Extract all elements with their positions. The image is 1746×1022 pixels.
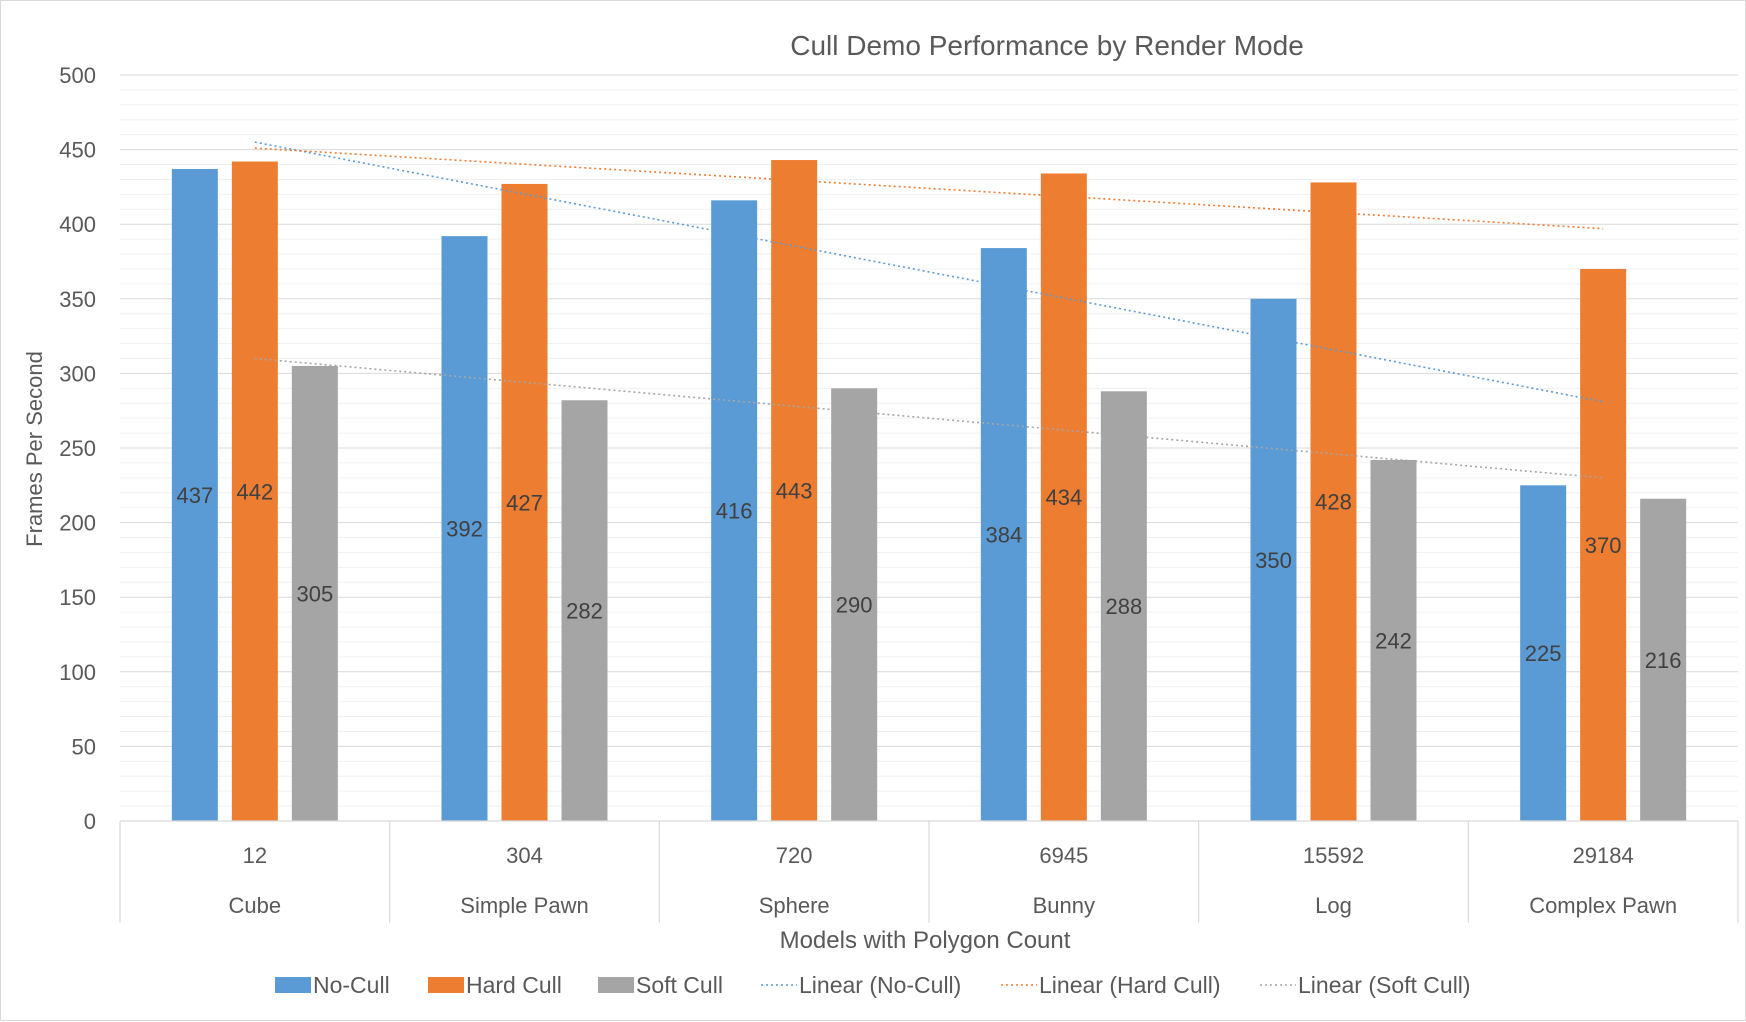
- bar-data-label: 442: [236, 479, 273, 504]
- bar-data-label: 416: [716, 499, 753, 524]
- bar-data-label: 384: [985, 523, 1022, 548]
- bar: [831, 388, 878, 821]
- x-tick-label-name: Log: [1315, 893, 1352, 918]
- bar: [1250, 298, 1297, 821]
- bar: [771, 160, 818, 821]
- legend-label: No-Cull: [313, 972, 390, 998]
- trendline: [254, 357, 1604, 479]
- x-tick-label-count: 6945: [1039, 843, 1088, 868]
- bar-data-label: 290: [836, 593, 873, 618]
- bar: [1640, 498, 1687, 821]
- bars: [171, 160, 1687, 822]
- bar: [171, 168, 218, 822]
- y-tick-label: 150: [59, 585, 96, 610]
- legend: No-Cull Hard Cull Soft Cull Linear (No-Cull…: [275, 972, 1471, 998]
- data-labels: 437 392 416 384 350 225 442 427 443 434 428 370 305 2…: [176, 479, 1681, 673]
- bar-data-label: 392: [446, 517, 483, 542]
- bar: [561, 400, 608, 821]
- legend-swatch: [598, 977, 634, 993]
- y-axis-ticks: 0 50 100 150 200 250 300 350 400 450 500: [59, 63, 96, 834]
- bar: [1040, 173, 1087, 822]
- x-axis-title: Models with Polygon Count: [780, 927, 1071, 954]
- legend-label: Soft Cull: [636, 972, 723, 998]
- x-tick-label-count: 12: [243, 843, 267, 868]
- bar: [1100, 391, 1147, 821]
- bar-data-label: 428: [1315, 490, 1352, 515]
- y-tick-label: 350: [59, 287, 96, 312]
- bar: [1370, 459, 1417, 821]
- x-tick-label-name: Bunny: [1033, 893, 1095, 918]
- x-tick-label-name: Complex Pawn: [1529, 893, 1677, 918]
- bar: [291, 365, 338, 821]
- bar: [711, 200, 758, 821]
- bar: [501, 183, 548, 821]
- y-tick-label: 50: [72, 734, 96, 759]
- x-tick-label-count: 29184: [1573, 843, 1634, 868]
- y-tick-label: 300: [59, 361, 96, 386]
- bar-data-label: 225: [1525, 641, 1562, 666]
- bar-data-label: 216: [1645, 648, 1682, 673]
- trendlines: [254, 141, 1604, 479]
- bar: [1580, 268, 1627, 822]
- legend-swatch: [428, 977, 464, 993]
- bar-data-label: 370: [1585, 533, 1622, 558]
- bar: [441, 236, 488, 822]
- bar-data-label: 305: [296, 581, 333, 606]
- legend-label: Linear (Hard Cull): [1039, 972, 1221, 998]
- x-axis: 12 Cube 304 Simple Pawn 720 Sphere 6945 Bunny 15…: [119, 820, 1739, 923]
- bar-data-label: 434: [1045, 485, 1082, 510]
- x-tick-label-name: Sphere: [759, 893, 830, 918]
- bar-data-label: 350: [1255, 548, 1292, 573]
- legend-label: Hard Cull: [466, 972, 562, 998]
- bar-data-label: 427: [506, 490, 543, 515]
- bar-data-label: 242: [1375, 628, 1412, 653]
- bar: [980, 248, 1027, 821]
- grid-lines: [120, 74, 1738, 807]
- chart-title: Cull Demo Performance by Render Mode: [790, 30, 1304, 61]
- bar: [1310, 182, 1357, 821]
- legend-label: Linear (Soft Cull): [1298, 972, 1471, 998]
- x-tick-label-count: 720: [776, 843, 813, 868]
- bar-data-label: 288: [1105, 594, 1142, 619]
- y-axis-title: Frames Per Second: [22, 351, 47, 547]
- y-tick-label: 0: [84, 809, 96, 834]
- trendline: [254, 147, 1604, 230]
- x-tick-label-count: 15592: [1303, 843, 1364, 868]
- legend-swatch: [275, 977, 311, 993]
- y-tick-label: 500: [59, 63, 96, 88]
- y-tick-label: 250: [59, 436, 96, 461]
- x-tick-label-name: Simple Pawn: [460, 893, 588, 918]
- y-tick-label: 100: [59, 660, 96, 685]
- trendline: [254, 141, 1604, 403]
- bar-data-label: 443: [776, 479, 813, 504]
- bar-data-label: 437: [176, 483, 213, 508]
- y-tick-label: 200: [59, 511, 96, 536]
- x-tick-label-name: Cube: [229, 893, 282, 918]
- legend-label: Linear (No-Cull): [799, 972, 961, 998]
- bar-data-label: 282: [566, 599, 603, 624]
- bar: [1520, 485, 1567, 821]
- x-tick-label-count: 304: [506, 843, 543, 868]
- y-tick-label: 400: [59, 212, 96, 237]
- y-tick-label: 450: [59, 138, 96, 163]
- bar: [231, 161, 278, 821]
